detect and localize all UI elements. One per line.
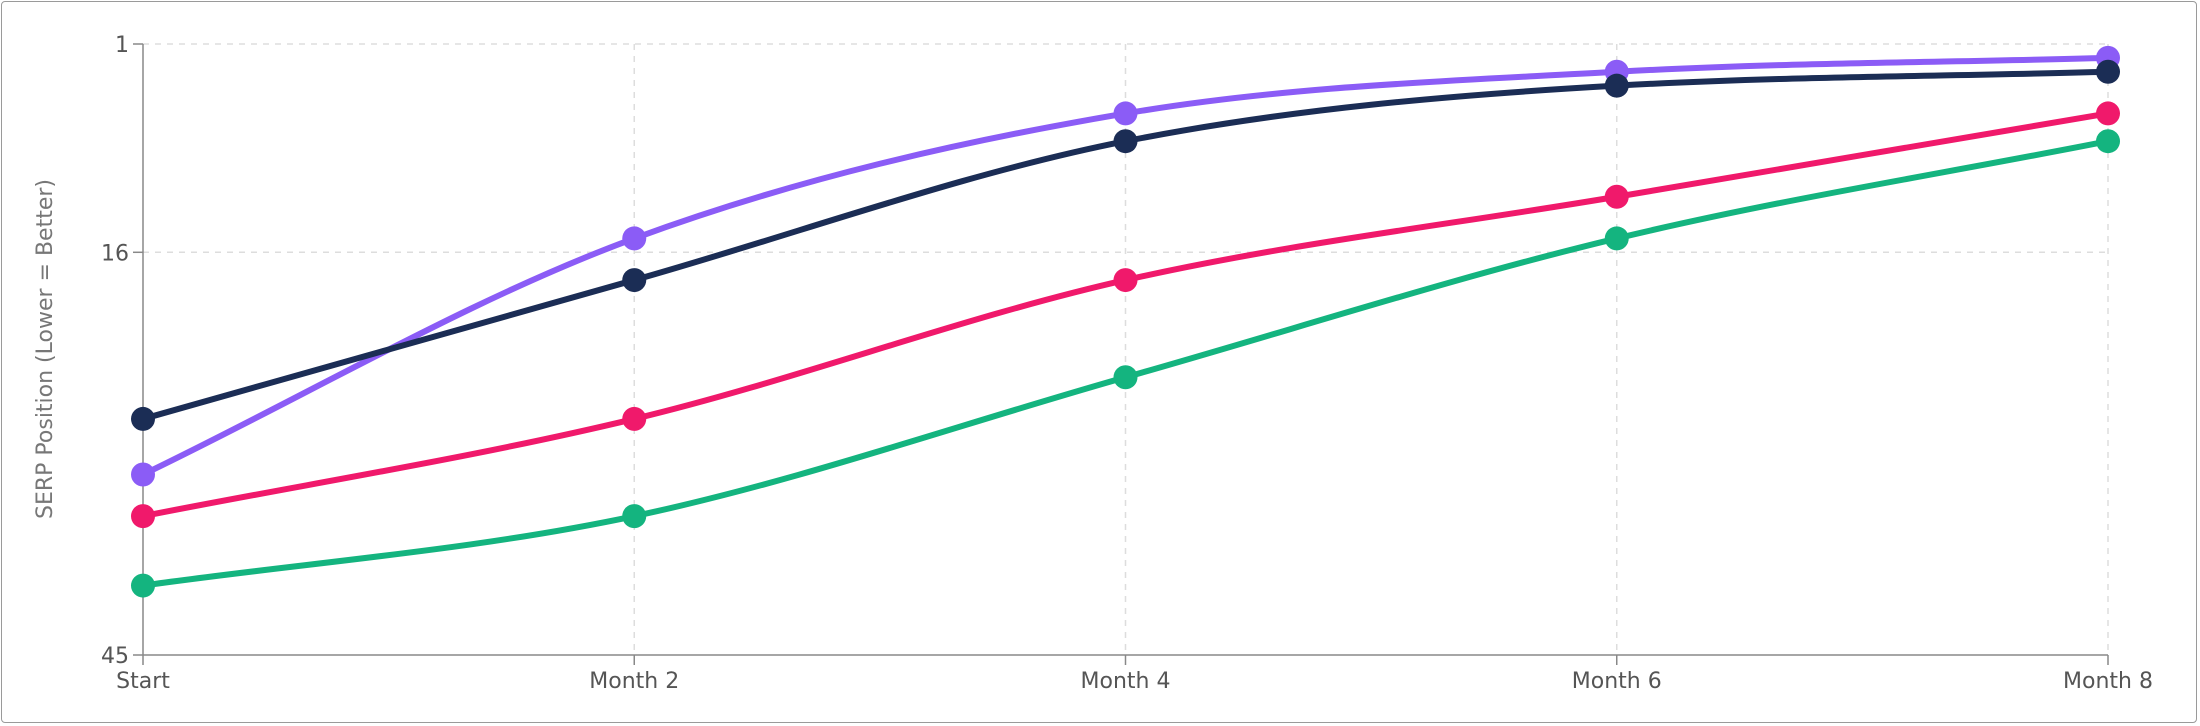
data-point[interactable] — [131, 462, 155, 487]
data-point[interactable] — [2096, 101, 2120, 126]
data-point[interactable] — [622, 226, 647, 251]
data-point[interactable] — [1113, 129, 1138, 154]
x-tick-label: Start — [116, 669, 170, 694]
data-point[interactable] — [1604, 184, 1629, 209]
series-1 — [131, 45, 2120, 487]
series-line — [140, 138, 2111, 589]
data-point[interactable] — [2096, 129, 2120, 154]
data-point[interactable] — [131, 406, 155, 431]
data-point[interactable] — [622, 406, 647, 431]
data-point[interactable] — [131, 504, 155, 529]
y-tick-label: 16 — [101, 241, 129, 266]
data-point[interactable] — [131, 573, 155, 598]
y-tick-label: 45 — [101, 644, 129, 669]
y-axis-title: SERP Position (Lower = Better) — [33, 179, 58, 519]
data-point[interactable] — [1113, 365, 1138, 390]
data-point[interactable] — [2096, 59, 2120, 84]
data-point[interactable] — [1604, 73, 1629, 98]
x-tick-label: Month 2 — [589, 669, 679, 694]
data-point[interactable] — [1113, 101, 1138, 126]
x-tick-label: Month 4 — [1081, 669, 1171, 694]
data-point[interactable] — [1604, 226, 1629, 251]
series-3 — [131, 101, 2120, 529]
series-layer — [131, 45, 2120, 598]
data-point[interactable] — [622, 504, 647, 529]
data-point[interactable] — [622, 268, 647, 293]
series-2 — [131, 59, 2120, 431]
y-tick-label: 1 — [115, 33, 129, 58]
data-point[interactable] — [1113, 268, 1138, 293]
series-4 — [131, 129, 2120, 598]
x-tick-label: Month 6 — [1572, 669, 1662, 694]
x-tick-label: Month 8 — [2063, 669, 2153, 694]
